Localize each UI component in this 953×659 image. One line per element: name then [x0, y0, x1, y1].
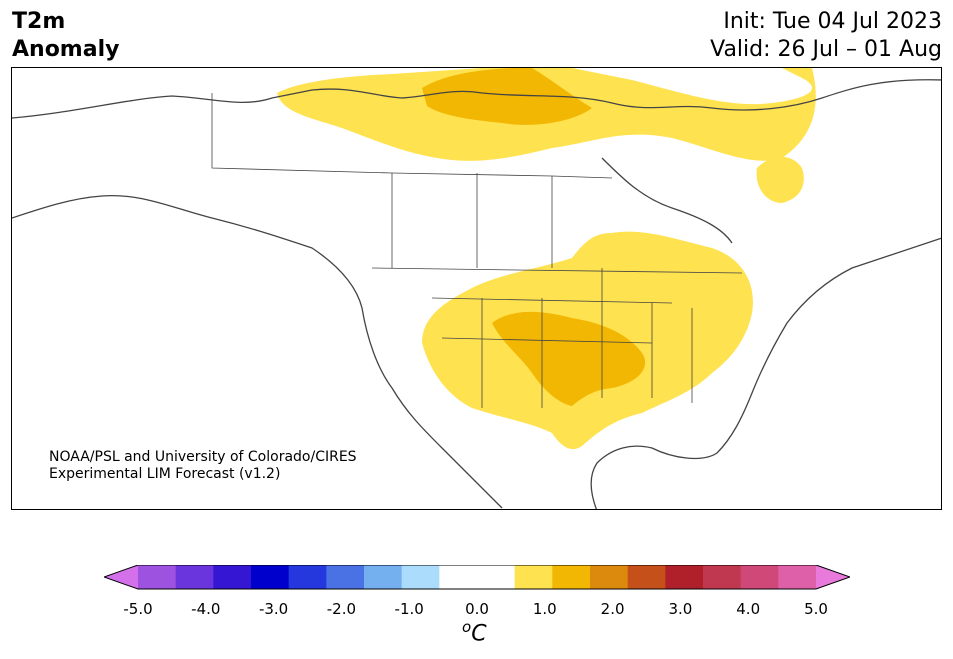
- init-date: Init: Tue 04 Jul 2023: [723, 9, 942, 34]
- colorbar-swatch: [326, 565, 365, 589]
- map-panel: [11, 67, 942, 510]
- anomaly-region-central-us-core: [492, 311, 646, 406]
- colorbar-swatch: [665, 565, 704, 589]
- colorbar-swatch: [364, 565, 403, 589]
- colorbar-swatch: [703, 565, 742, 589]
- unit-superscript: o: [462, 618, 472, 636]
- colorbar-swatch: [288, 565, 327, 589]
- attribution-line-1: NOAA/PSL and University of Colorado/CIRE…: [49, 449, 357, 465]
- valid-range: Valid: 26 Jul – 01 Aug: [710, 37, 942, 62]
- colorbar-swatch: [175, 565, 214, 589]
- colorbar-swatch: [439, 565, 478, 589]
- colorbar-swatch: [552, 565, 591, 589]
- colorbar-swatch: [590, 565, 629, 589]
- variable-name: T2m: [12, 9, 66, 34]
- colorbar-tick-label: 2.0: [600, 600, 625, 618]
- anomaly-region-north-canada-core: [422, 68, 592, 125]
- colorbar-outline: [104, 565, 850, 590]
- attribution: NOAA/PSL and University of Colorado/CIRE…: [49, 449, 357, 483]
- colorbar-unit: oC: [462, 618, 487, 646]
- forecast-dates: Init: Tue 04 Jul 2023 Valid: 26 Jul – 01…: [710, 8, 942, 64]
- colorbar-tick-label: 1.0: [532, 600, 557, 618]
- colorbar-tick-label: 4.0: [736, 600, 761, 618]
- colorbar: [104, 565, 850, 590]
- colorbar-swatch: [514, 565, 553, 589]
- colorbar-tick-label: -3.0: [258, 600, 289, 618]
- political-borders: [211, 93, 743, 408]
- colorbar-swatch: [627, 565, 666, 589]
- colorbar-swatch: [477, 565, 516, 589]
- field-name: Anomaly: [12, 37, 120, 62]
- map-title: T2m Anomaly: [12, 8, 119, 64]
- colorbar-swatch: [251, 565, 290, 589]
- anomaly-map: [12, 68, 941, 509]
- colorbar-swatch: [778, 565, 817, 589]
- colorbar-swatch: [740, 565, 779, 589]
- colorbar-tick-label: -1.0: [394, 600, 424, 618]
- attribution-line-2: Experimental LIM Forecast (v1.2): [49, 466, 281, 482]
- colorbar-extend-high: [816, 565, 850, 589]
- colorbar-tick-label: -4.0: [191, 600, 221, 618]
- colorbar-extend-low: [104, 565, 138, 589]
- coastlines: [12, 79, 941, 509]
- colorbar-tick-label: -5.0: [123, 600, 153, 618]
- colorbar-swatch: [401, 565, 440, 589]
- colorbar-tick-label: 5.0: [804, 600, 828, 618]
- colorbar-swatch: [138, 565, 177, 589]
- unit-symbol: C: [471, 621, 487, 647]
- colorbar-tick-label: 0.0: [465, 600, 489, 618]
- anomaly-region-labrador: [756, 156, 804, 203]
- colorbar-tick-label: 3.0: [668, 600, 693, 618]
- colorbar-swatch: [213, 565, 252, 589]
- colorbar-tick-label: -2.0: [326, 600, 357, 618]
